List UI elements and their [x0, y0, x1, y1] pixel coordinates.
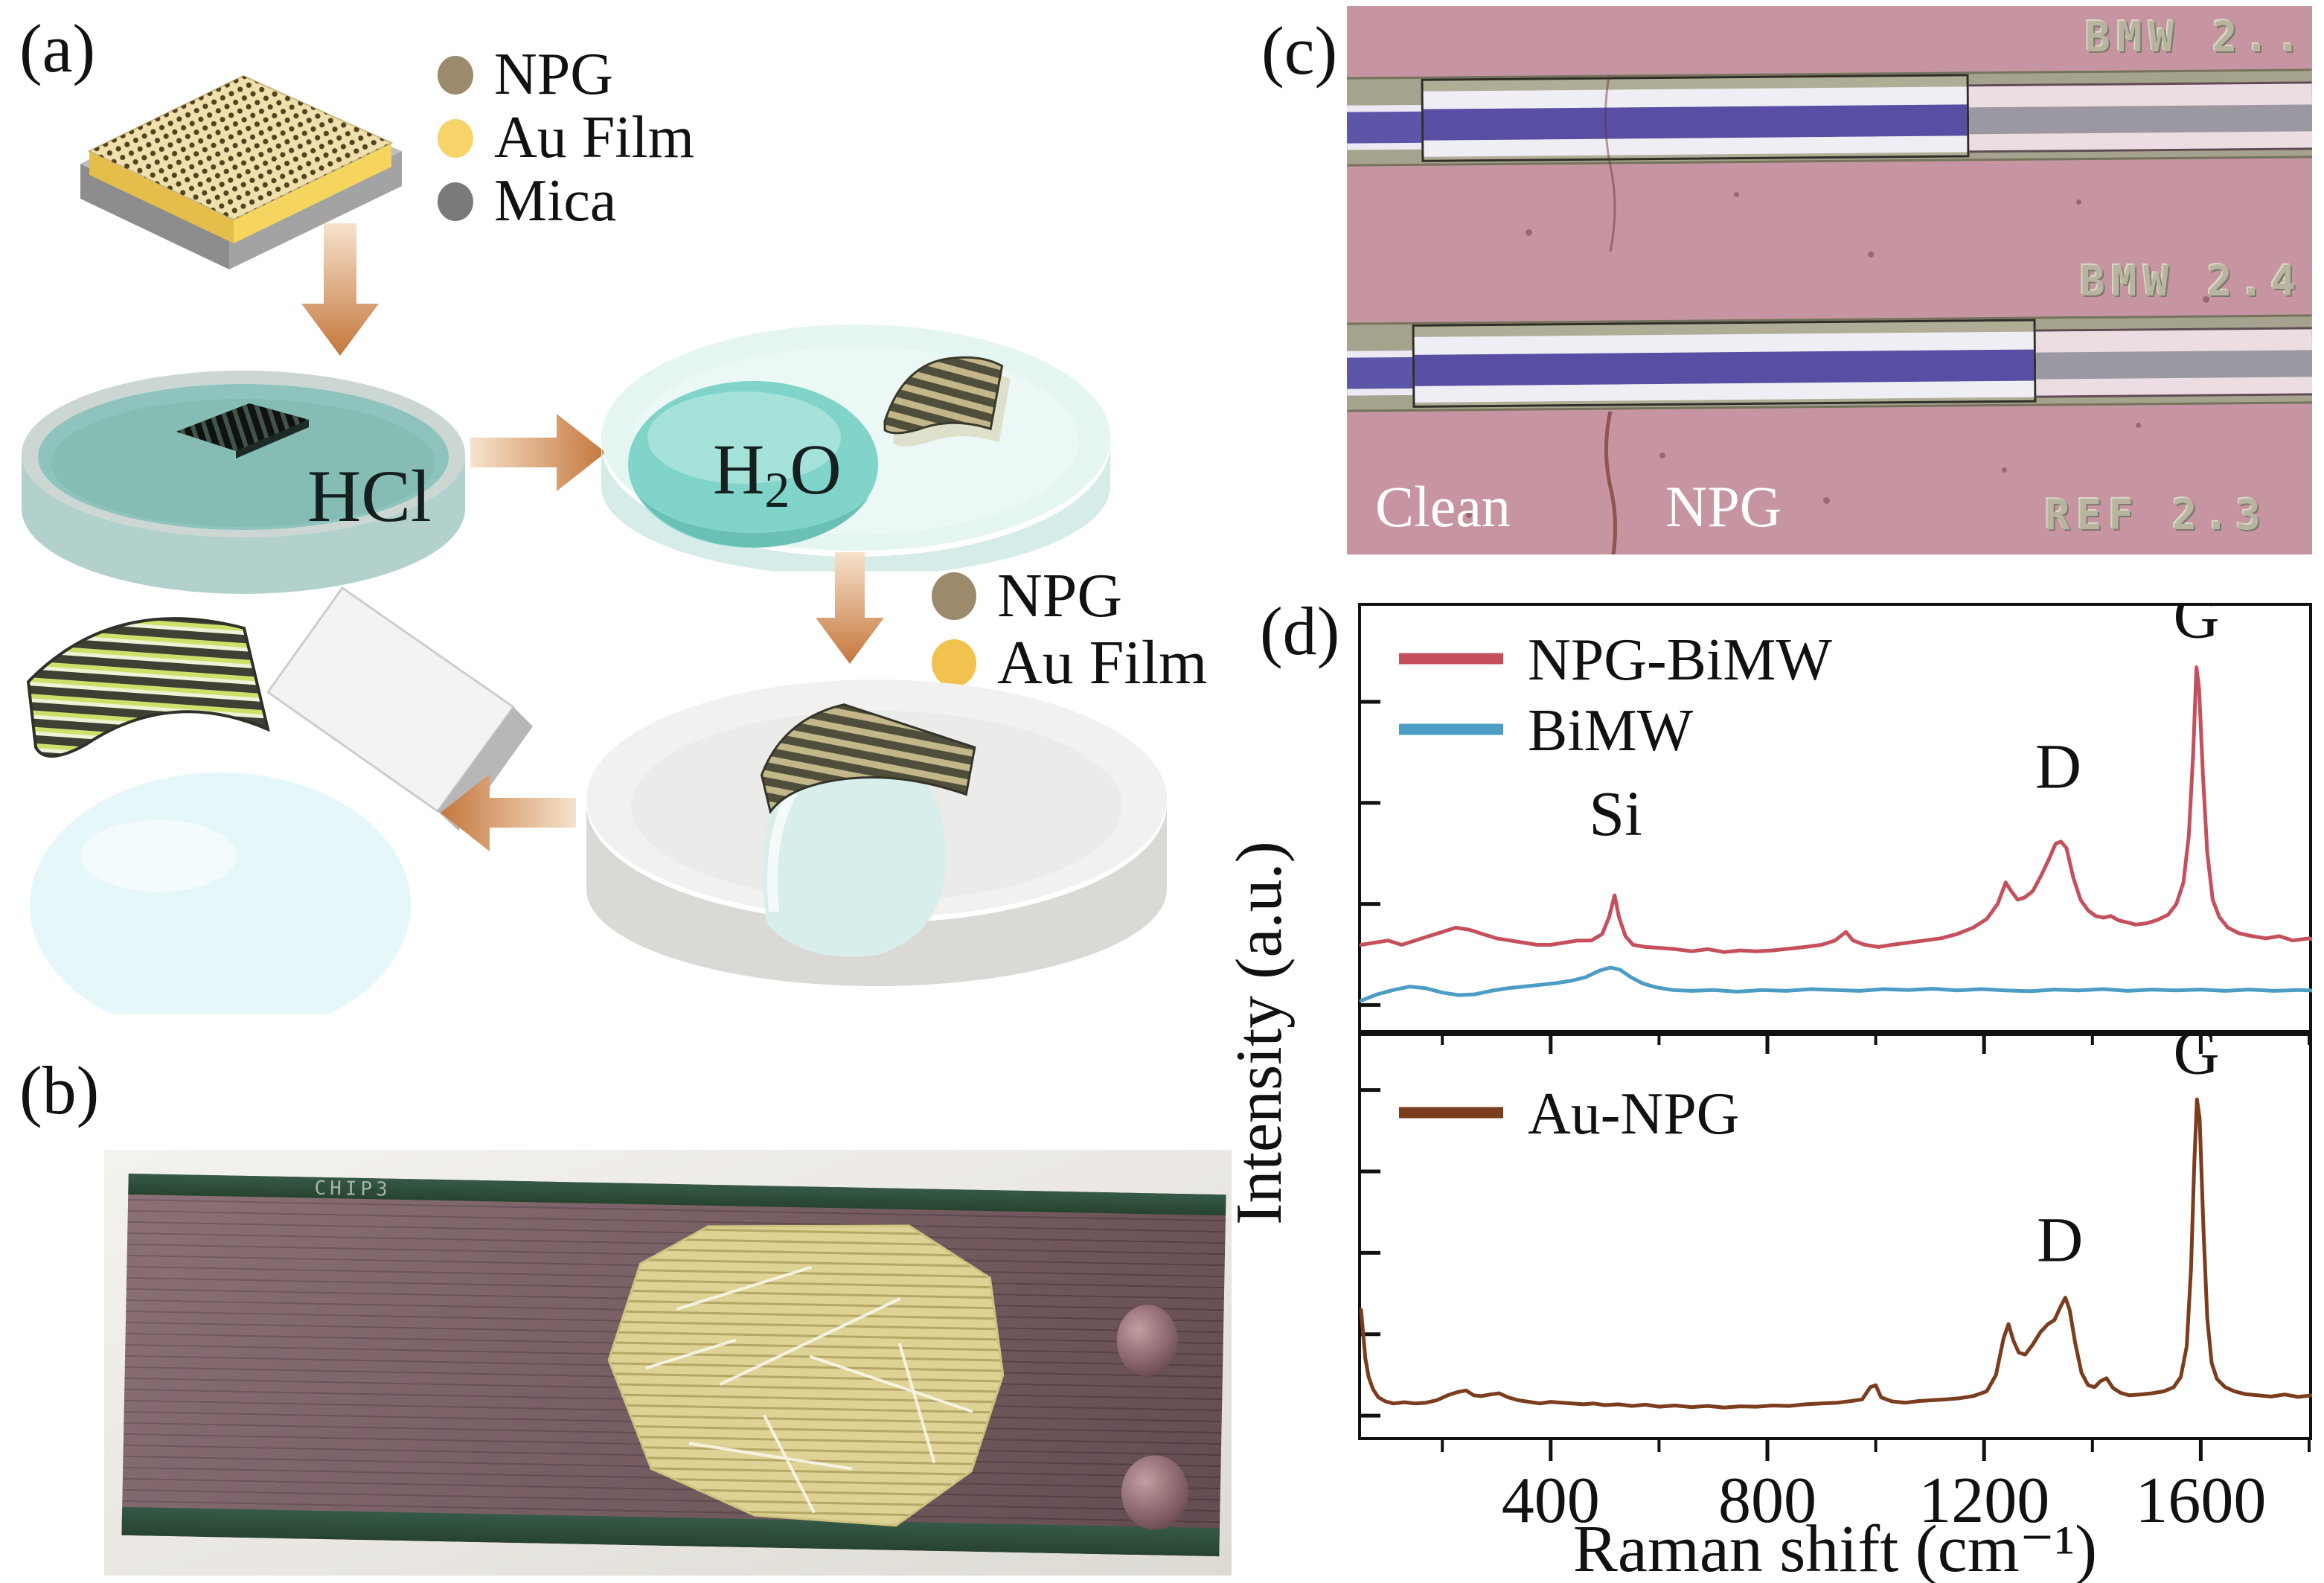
- x-tick-label: 1200: [1918, 1465, 2049, 1537]
- x-tick-label: 1600: [2135, 1465, 2266, 1537]
- microscope-image: BMW 2.. BMW 2.4 REF 2.3 Clean NPG: [1347, 6, 2312, 554]
- h2o-droplet-highlight: [647, 391, 841, 484]
- etched-label-top: BMW 2..: [2085, 13, 2308, 62]
- x-axis-label: Raman shift (cm⁻¹): [1572, 1512, 2098, 1583]
- legend-label-aufilm: Au Film: [494, 105, 694, 170]
- etching-chip: [176, 403, 309, 458]
- aufilm-color-dot: [932, 639, 976, 687]
- npg-chip-illustration: [80, 74, 402, 269]
- mica-color-dot: [438, 182, 473, 221]
- pickup-scene-illustration: [26, 586, 533, 1014]
- h2o-dish-illustration: H2O: [601, 324, 1110, 572]
- legend-text: NPG-BiMW: [1528, 627, 1832, 693]
- au-side-right: [234, 143, 391, 243]
- peak-label-G: G: [2174, 603, 2220, 651]
- residue-drop: [1120, 1454, 1189, 1531]
- dish3-side: [586, 804, 1167, 986]
- droplet-on-dish: [763, 740, 947, 957]
- flake-cracks: [645, 1265, 973, 1514]
- chip-tag-text: CHIP3: [314, 1177, 392, 1201]
- water-dome: [30, 773, 411, 1014]
- x-tick-label: 400: [1502, 1465, 1600, 1537]
- legend-text: BiMW: [1528, 698, 1694, 764]
- gold-npg-flake: [607, 1224, 1005, 1527]
- peak-label-D: D: [2035, 731, 2081, 802]
- dome-highlight: [80, 820, 237, 892]
- panel-b-label: (b): [19, 1052, 100, 1128]
- x-tick-label: 800: [1718, 1465, 1816, 1537]
- etched-label-mid: BMW 2.4: [2080, 258, 2303, 306]
- surface-defects: [1604, 76, 1618, 554]
- peak-label-Si: Si: [1589, 778, 1642, 849]
- bimw-chip-photo: CHIP3: [121, 1173, 1226, 1557]
- legend-item-aufilm-2: Au Film: [932, 627, 1207, 699]
- etched-label-ref: REF 2.3: [2045, 491, 2268, 540]
- film-on-droplet: [760, 703, 976, 815]
- legend-text: Au-NPG: [1528, 1081, 1739, 1147]
- legend-item-aufilm: Au Film: [438, 104, 694, 172]
- clean-region-label: Clean: [1375, 474, 1511, 539]
- arrow-down-icon: [301, 223, 379, 356]
- arrow-right-icon: [470, 414, 606, 491]
- legend-item-mica: Mica: [438, 167, 616, 235]
- residue-drop: [1115, 1304, 1179, 1377]
- panel-d-label: (d): [1260, 593, 1340, 669]
- series-BiMW: [1359, 965, 2312, 1003]
- chip-top-edge: CHIP3: [128, 1173, 1226, 1216]
- legend-label-npg: NPG: [494, 42, 614, 107]
- mica-side-left: [80, 164, 229, 269]
- npg-color-dot: [932, 572, 976, 620]
- npg-region-label: NPG: [1665, 474, 1782, 539]
- aufilm-color-dot: [438, 118, 473, 158]
- axes-box: [1358, 603, 2312, 1033]
- legend-label-aufilm: Au Film: [997, 628, 1208, 697]
- panel-a-label: (a): [19, 10, 96, 86]
- y-axis-label: Intensity (a.u.): [1223, 841, 1296, 1225]
- chip-photograph: CHIP3: [104, 1150, 1232, 1576]
- series-NPG-BiMW: [1359, 665, 2312, 954]
- legend-label-npg: NPG: [997, 561, 1123, 630]
- legend-item-npg: NPG: [438, 41, 613, 109]
- arrow-left-icon: [441, 774, 576, 851]
- series-Au-NPG: [1359, 1097, 2312, 1410]
- h2o-droplet-shade: [640, 497, 869, 548]
- dish-side: [22, 454, 465, 594]
- hcl-label: HCl: [307, 455, 432, 537]
- au-side-left: [89, 151, 234, 243]
- arrow-down-icon: [816, 552, 884, 664]
- npg-pattern: [89, 76, 391, 220]
- transfer-dish-illustration: [586, 679, 1167, 986]
- curved-npg-film: [26, 617, 270, 758]
- peak-label-G: G: [2174, 1017, 2220, 1088]
- legend-item-npg-2: NPG: [932, 560, 1122, 632]
- legend-label-mica: Mica: [494, 168, 617, 234]
- peak-label-D: D: [2037, 1203, 2083, 1275]
- hcl-dish-illustration: HCl: [22, 371, 465, 594]
- h2o-label: H2O: [713, 429, 842, 518]
- axes-box: [1358, 1033, 2312, 1440]
- hcl-liquid-inner: [51, 399, 435, 527]
- npg-color-dot: [438, 55, 473, 95]
- panel-c-label: (c): [1261, 13, 1338, 89]
- floating-film: [883, 356, 1011, 447]
